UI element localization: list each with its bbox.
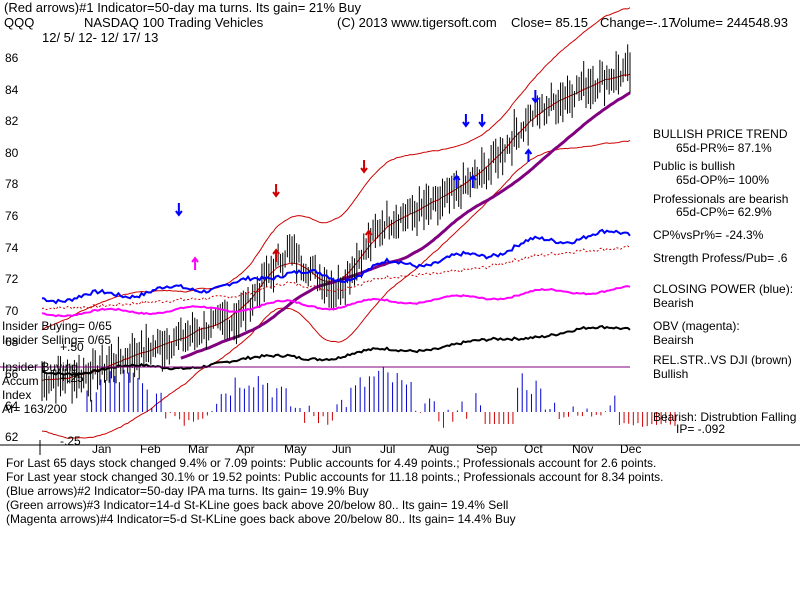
price-axis-label: 72 <box>5 272 19 287</box>
insider-buying: Insider Buying= 0/65 <box>2 319 112 333</box>
middle-band <box>41 73 631 382</box>
ai-axis-label-top: +.50 <box>60 340 84 354</box>
month-label: Aug <box>428 442 450 456</box>
closing-power-value: Bearish <box>653 296 694 310</box>
footer-line-2: For Last year stock changed 30.1% or 19.… <box>6 470 664 484</box>
price-axis-label: 84 <box>5 82 19 97</box>
stock-name: NASDAQ 100 Trading Vehicles <box>84 15 264 30</box>
cp-value: 65d-CP%= 62.9% <box>676 205 772 219</box>
price-axis-label: 78 <box>5 177 19 192</box>
insider-buying-title: Insider Buying <box>2 360 79 374</box>
ip-value: IP= -.092 <box>676 422 726 436</box>
pr-value: 65d-PR%= 87.1% <box>676 141 772 155</box>
change-value: Change=-.17 <box>600 15 676 30</box>
index-label: Index <box>2 388 32 402</box>
indicator-line-red: (Red arrows)#1 Indicator=50-day ma turns… <box>4 0 361 15</box>
obv-value: Beairsh <box>653 333 694 347</box>
signal-arrow-head <box>469 174 477 181</box>
signal-arrow-head <box>452 174 461 181</box>
trend-title: BULLISH PRICE TREND <box>653 127 788 141</box>
month-label: Sep <box>476 442 498 456</box>
volume-value: Volume= 244548.93 <box>672 15 789 30</box>
month-label: Oct <box>524 442 543 456</box>
month-label: Jun <box>332 442 352 456</box>
footer-line-4: (Green arrows)#3 Indicator=14-d St-KLine… <box>6 498 509 512</box>
price-axis-label: 70 <box>5 303 19 318</box>
op-value: 65d-OP%= 100% <box>676 173 770 187</box>
relstr-value: Bullish <box>653 367 689 381</box>
strength-value: Strength Profess/Pub= .6 <box>653 251 788 265</box>
closing-power-ma <box>41 245 631 311</box>
ma50-line <box>180 91 631 360</box>
month-label: Mar <box>188 442 209 456</box>
ticker: QQQ <box>4 15 35 30</box>
obv-line <box>41 285 631 318</box>
signal-arrow-head <box>191 256 199 263</box>
price-axis-label: 82 <box>5 114 19 129</box>
month-label: Dec <box>620 442 642 456</box>
signal-arrow-head <box>531 97 540 104</box>
signal-arrow-head <box>524 148 533 155</box>
price-axis-label: 62 <box>5 430 19 445</box>
price-axis-label: 74 <box>5 240 19 255</box>
month-label: Jan <box>92 442 112 456</box>
price-axis-label: 64 <box>5 398 19 413</box>
price-axis-label: 86 <box>5 51 19 65</box>
signal-arrow-head <box>364 229 373 236</box>
signal-arrow-head <box>360 167 368 174</box>
price-axis-label: 68 <box>5 335 19 350</box>
cpvspr-value: CP%vsPr%= -24.3% <box>653 228 764 242</box>
signal-arrow-head <box>175 210 183 217</box>
month-label: Jul <box>380 442 396 456</box>
obv-title: OBV (magenta): <box>653 319 740 333</box>
footer-line-3: (Blue arrows)#2 Indicator=50-day IPA ma … <box>6 484 369 498</box>
month-label: Feb <box>140 442 161 456</box>
ai-axis-label-mid: +.25 <box>60 371 84 385</box>
lower-band <box>41 139 631 439</box>
signal-arrow-head <box>272 248 280 255</box>
copyright: (C) 2013 www.tigersoft.com <box>337 15 497 30</box>
signal-arrow-head <box>478 121 486 128</box>
closing-power-line <box>41 228 631 305</box>
month-label: Apr <box>236 442 255 456</box>
pros-status: Professionals are bearish <box>653 192 789 206</box>
price-axis-label: 80 <box>5 145 19 160</box>
date-range: 12/ 5/ 12- 12/ 17/ 13 <box>42 30 159 45</box>
footer-line-1: For Last 65 days stock changed 9.4% or 7… <box>6 456 657 470</box>
signal-arrow-head <box>272 191 280 198</box>
relstr-title: REL.STR..VS DJI (brown) <box>653 353 792 367</box>
price-axis-label: 76 <box>5 209 19 223</box>
relstr-line <box>41 325 631 377</box>
month-label: May <box>284 442 307 456</box>
closing-power-title: CLOSING POWER (blue): <box>653 282 794 296</box>
ai-axis-label-bottom: -.25 <box>60 434 81 448</box>
ai-value: AI= 163/200 <box>2 402 68 416</box>
month-label: Nov <box>572 442 594 456</box>
bearish-status: Bearish: Distrubtion Falling <box>653 410 797 424</box>
accum-label: Accum <box>2 374 39 388</box>
close-value: Close= 85.15 <box>511 15 588 30</box>
signal-arrow-head <box>462 121 470 128</box>
price-axis-label: 66 <box>5 367 19 381</box>
insider-selling: Insider Selling= 0/65 <box>2 333 112 347</box>
public-status: Public is bullish <box>653 159 736 173</box>
upper-band <box>41 7 631 331</box>
footer-line-5: (Magenta arrows)#4 Indicator=5-d St-KLin… <box>6 512 516 526</box>
